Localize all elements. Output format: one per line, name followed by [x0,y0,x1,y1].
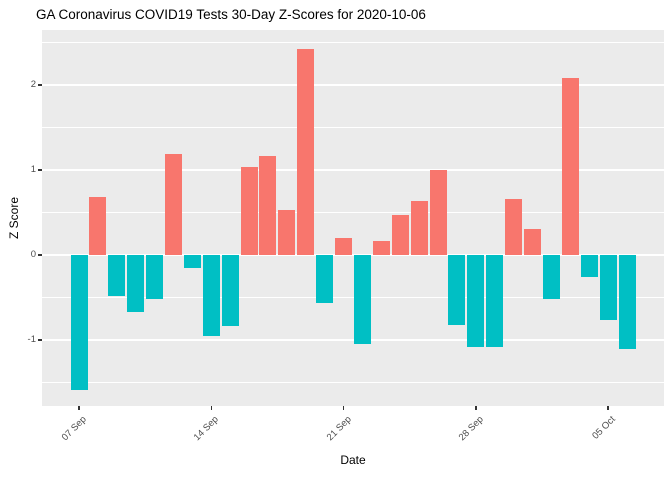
chart-title: GA Coronavirus COVID19 Tests 30-Day Z-Sc… [36,7,426,22]
bar [542,254,560,300]
bar [391,215,409,255]
bar [164,153,182,255]
bar [108,254,126,296]
y-axis-title: Z Score [7,197,21,240]
x-tick-mark [607,406,609,410]
y-tick-label: 1 [30,164,36,176]
x-tick-mark [475,406,477,410]
bar [297,48,315,255]
bar [486,254,504,347]
bar [618,254,636,350]
x-tick-label: 21 Sep [324,414,354,444]
gridline-major [42,84,664,87]
gridline-minor [42,42,664,44]
gridline-minor [42,296,664,298]
x-tick-label: 14 Sep [191,414,222,444]
bar [278,209,296,255]
bar [335,237,353,255]
y-tick-mark [38,84,42,86]
bar [316,254,334,304]
bar [372,241,390,255]
bar [89,197,107,255]
gridline-minor [42,211,664,213]
bar [448,254,466,325]
x-tick-mark [78,406,80,410]
y-tick-mark [38,169,42,171]
bar [240,167,258,255]
y-tick-label: 2 [30,79,36,91]
bar [259,156,277,255]
bar [429,170,447,255]
bar [183,254,201,269]
bar [146,254,164,300]
bar [561,77,579,255]
bar [221,254,239,327]
gridline-minor [42,127,664,129]
bar [580,254,598,277]
gridline-major [42,338,664,341]
gridline-major [42,253,664,256]
bar [353,254,371,345]
x-tick-label: 05 Oct [590,414,618,442]
bar [524,229,542,255]
chart-panel [42,30,664,406]
bar [467,254,485,348]
bar [599,254,617,321]
x-tick-label: 28 Sep [456,414,486,444]
y-tick-label: 0 [30,248,36,260]
y-tick-mark [38,254,42,256]
x-tick-mark [210,406,213,410]
y-tick-label: -1 [27,333,36,345]
bar [202,254,220,337]
x-tick-mark [342,406,345,410]
bar [410,200,428,255]
bar [505,198,523,255]
bar [70,254,88,390]
x-tick-label: 07 Sep [59,414,89,444]
gridline-minor [42,381,664,383]
x-axis-title: Date [340,453,366,467]
y-tick-mark [38,339,42,341]
gridline-major [42,169,664,172]
bar [127,254,145,312]
